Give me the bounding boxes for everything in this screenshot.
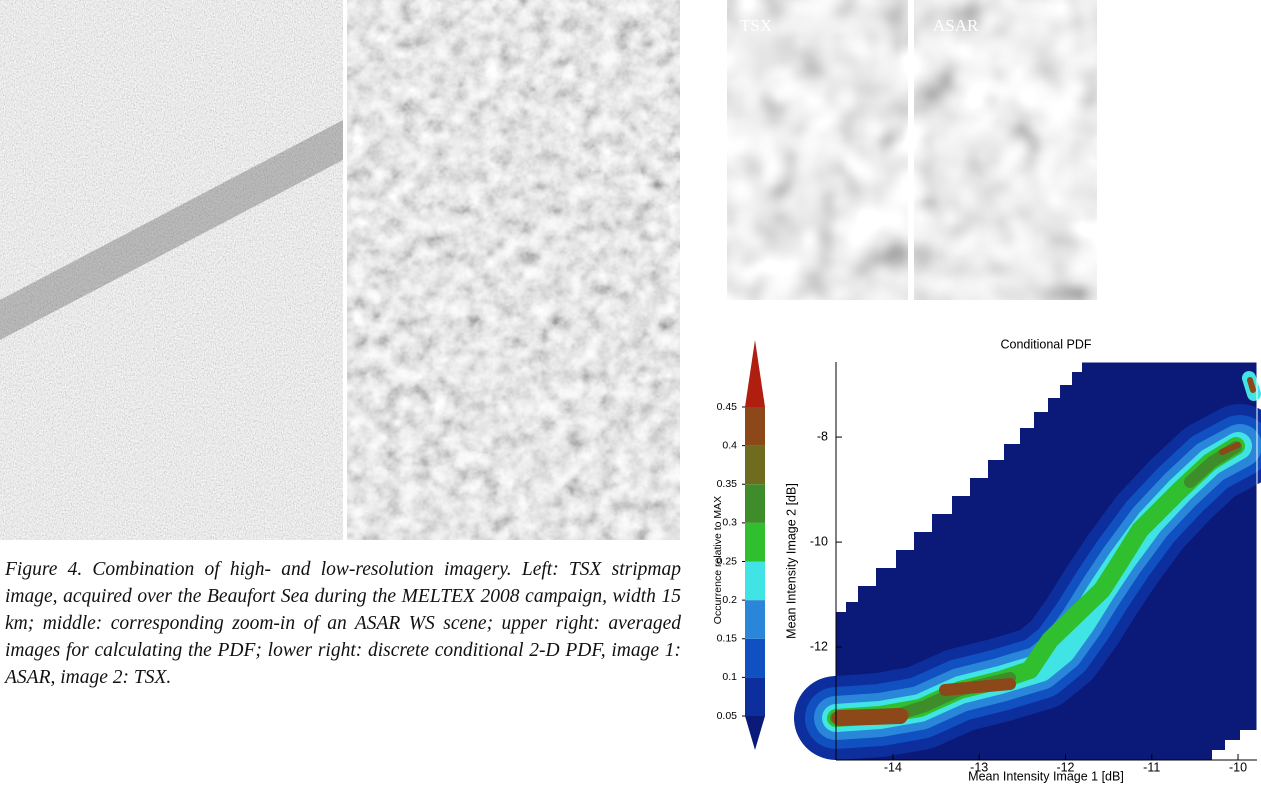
colorbar-extension bbox=[745, 716, 765, 750]
empty-region bbox=[836, 362, 1082, 612]
colorbar-segment bbox=[745, 561, 765, 601]
tsx-averaged-image bbox=[727, 0, 908, 300]
image-lead bbox=[0, 120, 343, 340]
colorbar-tick-label: 0.05 bbox=[717, 710, 738, 722]
pdf-chart: 0.05 0.1 0.15 0.2 0.25 0.3 0.35 0.4 0.45 Conditi… bbox=[712, 337, 1261, 783]
contour-band bbox=[939, 678, 1016, 696]
y-tick-label: -12 bbox=[810, 639, 828, 653]
y-tick-label: -8 bbox=[817, 429, 828, 443]
colorbar-segment bbox=[745, 600, 765, 639]
colorbar-tick-label: 0.3 bbox=[722, 517, 737, 529]
x-tick-label: -11 bbox=[1143, 760, 1160, 774]
colorbar-segment bbox=[745, 484, 765, 523]
y-tick-label: -10 bbox=[810, 534, 828, 548]
panel-label: TSX bbox=[740, 16, 772, 35]
colorbar-tick-label: 0.15 bbox=[717, 633, 738, 645]
figure-caption: Figure 4. Combination of high- and low-r… bbox=[5, 559, 681, 688]
panel-label: ASAR bbox=[933, 16, 979, 35]
empty-region bbox=[1200, 730, 1257, 760]
tsx-stripmap-image bbox=[0, 0, 343, 540]
x-tick-label: -10 bbox=[1229, 760, 1247, 774]
y-axis-label: Mean Intensity Image 2 [dB] bbox=[784, 483, 798, 639]
colorbar-tick-label: 0.1 bbox=[722, 671, 737, 683]
colorbar-segment bbox=[745, 407, 765, 446]
chart-title: Conditional PDF bbox=[1000, 337, 1091, 351]
colorbar-label: Occurrence relative to MAX bbox=[712, 496, 724, 624]
colorbar-segment bbox=[745, 677, 765, 716]
contour-band bbox=[832, 708, 908, 726]
asar-zoom-image bbox=[347, 0, 680, 540]
colorbar-segment bbox=[745, 445, 765, 485]
colorbar: 0.05 0.1 0.15 0.2 0.25 0.3 0.35 0.4 0.45 bbox=[717, 340, 765, 750]
x-tick-label: -13 bbox=[970, 760, 988, 774]
colorbar-tick-label: 0.45 bbox=[717, 401, 738, 413]
contour-band bbox=[1247, 377, 1256, 393]
x-tick-label: -12 bbox=[1056, 760, 1074, 774]
colorbar-segment bbox=[745, 522, 765, 562]
colorbar-extension bbox=[745, 340, 765, 407]
asar-averaged-image bbox=[914, 0, 1097, 300]
x-tick-label: -14 bbox=[884, 760, 902, 774]
colorbar-segment bbox=[745, 638, 765, 678]
colorbar-tick-label: 0.4 bbox=[722, 439, 737, 451]
colorbar-tick-label: 0.25 bbox=[717, 555, 738, 567]
contour-band bbox=[1219, 442, 1241, 455]
x-axis-label: Mean Intensity Image 1 [dB] bbox=[968, 769, 1124, 783]
colorbar-tick-label: 0.35 bbox=[717, 478, 738, 490]
colorbar-tick-label: 0.2 bbox=[722, 594, 737, 606]
